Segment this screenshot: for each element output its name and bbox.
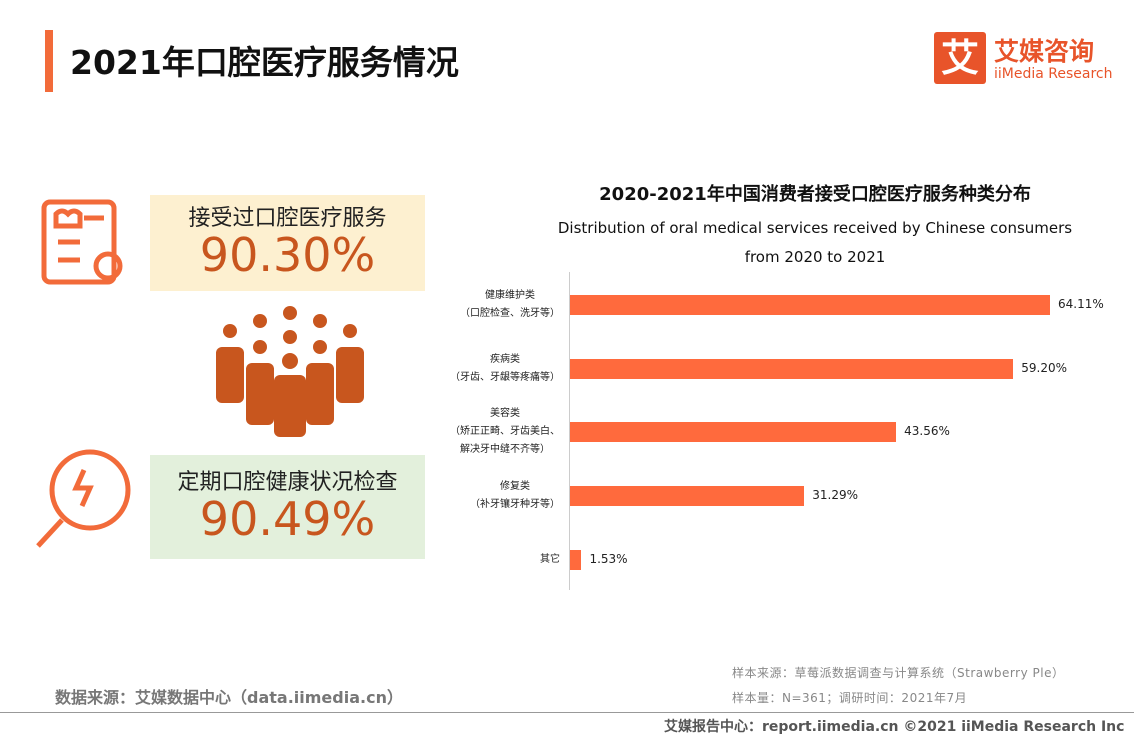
source: 数据来源：艾媒数据中心（data.iimedia.cn） — [55, 688, 403, 707]
category-label: 其它 — [540, 553, 560, 565]
icons — [36, 199, 131, 548]
bar — [570, 422, 897, 443]
chart-subtitle: Distribution of oral medical services re… — [557, 219, 1073, 266]
people-icon — [216, 306, 364, 437]
value-label: 1.53% — [589, 551, 628, 566]
magnifier-icon — [36, 449, 131, 548]
value-label: 43.56% — [904, 424, 950, 439]
value-label: 59.20% — [1021, 360, 1067, 375]
value-label: 31.29% — [812, 488, 859, 503]
title-accent — [45, 30, 53, 92]
footer-rule — [0, 712, 1134, 713]
bar — [570, 549, 582, 570]
category-label: 疾病类 （牙齿、牙龈等疼痛等） — [450, 353, 560, 383]
category-label: 美容类 （矫正正畸、牙齿美白、 解决牙中缝不齐等） — [450, 408, 560, 456]
chart-title: 2020-2021年中国消费者接受口腔医疗服务种类分布 — [599, 184, 1031, 205]
category-label: 修复类 （补牙镶牙种牙等） — [470, 481, 560, 511]
sample-source: 样本来源：草莓派数据调查与计算系统（Strawberry Ple） — [732, 666, 1065, 680]
stat-label: 接受过口腔医疗服务 — [188, 206, 387, 231]
category-label: 健康维护类 （口腔检查、洗牙等） — [460, 290, 560, 319]
stat-value: 90.30% — [199, 228, 376, 282]
logo-sub: iiMedia Research — [994, 66, 1113, 82]
stat-label: 定期口腔健康状况检查 — [177, 470, 398, 495]
page-title: 2021年口腔医疗服务情况 — [70, 43, 459, 82]
bar — [570, 295, 1050, 315]
bar — [570, 486, 805, 507]
document-icon — [41, 199, 123, 285]
stat-box — [150, 455, 425, 559]
stat-box — [150, 195, 425, 291]
logo-name: 艾媒咨询 — [994, 37, 1095, 66]
axis-line — [569, 272, 570, 590]
bar — [570, 358, 1014, 379]
copyright: 艾媒报告中心：report.iimedia.cn ©2021 iiMedia R… — [664, 719, 1125, 735]
stat-value: 90.49% — [199, 492, 376, 546]
logo-mark: 艾 — [934, 32, 986, 84]
value-label: 64.11% — [1058, 297, 1104, 311]
sample-size: 样本量：N=361；调研时间：2021年7月 — [732, 691, 968, 705]
